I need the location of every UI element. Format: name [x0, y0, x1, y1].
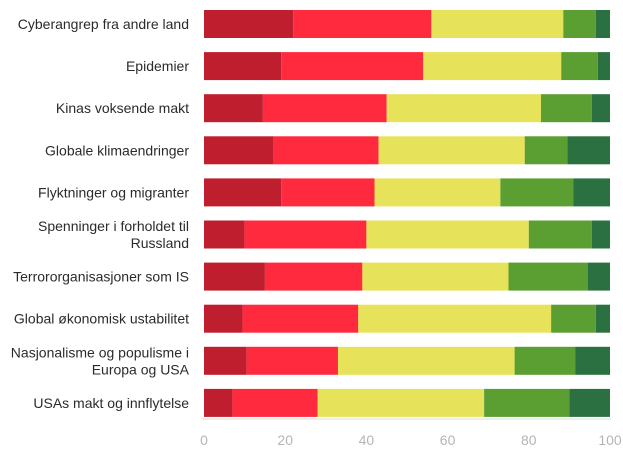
x-tick-label-60: 60	[440, 432, 456, 448]
bar-segment-7-0	[204, 304, 243, 333]
category-label-line: USAs makt og innflytelse	[33, 395, 189, 411]
bar-segment-2-2	[386, 94, 541, 123]
bar-segment-2-3	[540, 94, 592, 123]
bar-segment-9-2	[317, 388, 485, 417]
category-label-2: Kinas voksende makt	[56, 100, 189, 116]
bar-segment-5-3	[528, 220, 592, 249]
category-label-3: Globale klimaendringer	[45, 142, 189, 158]
bar-segment-7-4	[595, 304, 610, 333]
bar-segment-5-0	[204, 220, 245, 249]
bar-segment-7-3	[551, 304, 596, 333]
category-label-line: Kinas voksende makt	[56, 100, 189, 116]
bar-segment-2-0	[204, 94, 263, 123]
category-label-line: Terrororganisasjoner som IS	[13, 269, 189, 285]
category-label-line: Global økonomisk ustabilitet	[14, 311, 189, 327]
bars-layer	[204, 10, 610, 417]
bar-segment-3-1	[273, 136, 379, 165]
category-label-line: Globale klimaendringer	[45, 142, 189, 158]
bar-segment-9-1	[232, 388, 318, 417]
category-label-5: Spenninger i forholdet til Russland	[38, 218, 189, 251]
bar-segment-3-0	[204, 136, 274, 165]
x-tick-label-0: 0	[200, 432, 208, 448]
x-tick-label-20: 20	[277, 432, 293, 448]
bar-segment-0-2	[431, 10, 564, 38]
bar-segment-5-4	[591, 220, 610, 249]
bar-segment-0-3	[563, 10, 596, 38]
category-label-line: Epidemier	[126, 58, 189, 74]
bar-segment-8-3	[514, 346, 576, 375]
bar-segment-6-3	[508, 262, 588, 291]
category-label-9: USAs makt og innflytelse	[33, 395, 189, 411]
bar-segment-3-3	[524, 136, 568, 165]
bar-segment-7-1	[242, 304, 359, 333]
category-label-6: Terrororganisasjoner som IS	[13, 269, 189, 285]
bar-segment-5-2	[366, 220, 529, 249]
bar-segment-9-4	[569, 388, 610, 417]
bar-segment-4-0	[204, 178, 282, 207]
x-tick-label-100: 100	[598, 432, 622, 448]
bar-segment-0-0	[204, 10, 294, 38]
bar-segment-8-4	[575, 346, 610, 375]
bar-segment-3-4	[567, 136, 610, 165]
bar-segment-8-2	[337, 346, 515, 375]
bar-segment-2-4	[591, 94, 610, 123]
x-axis-ticks: 0 20 40 60 80 100	[200, 432, 622, 448]
x-tick-label-40: 40	[359, 432, 375, 448]
bar-segment-1-0	[204, 52, 282, 81]
bar-segment-7-2	[358, 304, 552, 333]
category-label-line: Europa og USA	[92, 361, 190, 377]
bar-segment-6-1	[264, 262, 363, 291]
category-label-line: Spenninger i forholdet til	[38, 218, 189, 234]
bar-segment-2-1	[262, 94, 387, 123]
bar-segment-1-1	[281, 52, 424, 81]
category-label-8: Nasjonalisme og populisme i Europa og USA	[11, 344, 190, 377]
category-label-0: Cyberangrep fra andre land	[18, 16, 189, 32]
bar-segment-1-4	[597, 52, 610, 81]
category-label-line: Flyktninger og migranter	[38, 184, 189, 200]
bar-segment-4-3	[500, 178, 574, 207]
bar-segment-9-0	[204, 388, 233, 417]
bar-segment-1-3	[561, 52, 598, 81]
category-label-line: Nasjonalisme og populisme i	[11, 344, 189, 360]
category-label-4: Flyktninger og migranter	[38, 184, 189, 200]
bar-segment-6-0	[204, 262, 265, 291]
category-label-7: Global økonomisk ustabilitet	[14, 311, 189, 327]
bar-segment-5-1	[244, 220, 367, 249]
bar-segment-9-3	[484, 388, 570, 417]
bar-segment-6-4	[587, 262, 610, 291]
bar-segment-4-1	[281, 178, 375, 207]
category-label-1: Epidemier	[126, 58, 189, 74]
x-tick-label-80: 80	[521, 432, 537, 448]
bar-segment-0-4	[595, 10, 610, 38]
category-labels: Cyberangrep fra andre land Epidemier Kinas…	[11, 16, 190, 411]
bar-segment-8-0	[204, 346, 247, 375]
bar-segment-8-1	[246, 346, 338, 375]
category-label-line: Russland	[131, 235, 189, 251]
bar-segment-0-1	[293, 10, 432, 38]
category-label-line: Cyberangrep fra andre land	[18, 16, 189, 32]
bar-segment-1-2	[423, 52, 562, 81]
bar-segment-4-4	[573, 178, 610, 207]
bar-segment-3-2	[378, 136, 525, 165]
bar-segment-4-2	[374, 178, 501, 207]
bar-segment-6-2	[362, 262, 509, 291]
